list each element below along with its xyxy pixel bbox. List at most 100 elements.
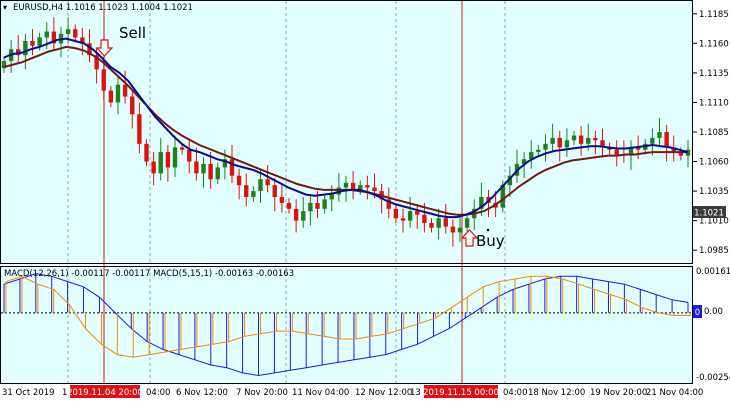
price-pane[interactable] [0,0,693,264]
candle-body [286,202,292,209]
candle-body [678,152,684,156]
candlestick-series [1,17,691,247]
candle-body [23,41,28,56]
candle-body [229,159,235,176]
time-label: 18 Nov 12:00 [528,388,585,398]
candle-body [208,163,213,180]
candle-body [130,96,135,115]
price-tick-label: 1.1035 [699,187,729,197]
candle-body [450,226,456,233]
price-tick-label: 1.0985 [699,246,729,256]
time-label: 04:00 [503,388,528,398]
candle-body [372,187,377,192]
candle-body [507,175,513,186]
macd-pane[interactable] [0,266,693,384]
candle-body [87,43,92,56]
macd-outline [5,275,690,358]
time-label: 12 Nov 12:00 [355,388,412,398]
time-label: 1 [62,388,67,398]
candle-body [529,152,534,160]
buy-marker-dot [486,228,490,232]
macd-axis-bottom-tick: -0.00254 [696,373,730,383]
candle-body [137,114,142,144]
sell-time-label: 2019.11.04 20:00 [67,388,143,398]
candle-body [80,37,85,44]
candle-body [429,223,434,228]
candle-body [464,218,470,228]
sell-label: Sell [119,24,146,42]
candle-body [265,179,270,186]
candle-body [37,37,42,46]
candle-body [443,218,448,227]
time-label: 21 Nov 04:00 [646,388,703,398]
collapse-triangle-icon[interactable]: ▾ [3,3,7,12]
candle-body [272,185,277,197]
candle-body [600,140,605,148]
candle-body [122,84,128,97]
price-tick-label: 1.1060 [699,158,729,168]
candle-body [536,149,541,153]
buy-arrow-icon [460,229,479,247]
candle-body [457,227,463,233]
candle-body [65,29,71,34]
candle-body [386,199,391,209]
candle-body [564,140,570,148]
candle-body [179,147,185,150]
candle-body [358,185,363,190]
candle-body [94,55,99,70]
time-axis: 31 Oct 2019 1 04:00 6 Nov 12:00 7 Nov 20:00 1… [2,388,703,398]
buy-time-highlight [424,385,498,398]
candle-body [151,161,156,174]
candle-body [407,211,413,221]
candle-body [201,163,206,174]
candle-body [571,135,577,141]
current-price-badge [693,206,726,218]
time-label: 13 N [410,388,430,398]
time-label: 31 Oct 2019 [2,388,55,398]
buy-label: Buy [476,232,505,250]
candle-body [194,161,199,174]
macd-axis-top-tick: 0.00161 [696,267,730,277]
candle-body [664,132,669,148]
candle-body [308,202,313,212]
time-label: 11 Nov 04:00 [292,388,349,398]
candle-body [115,84,121,103]
candle-body [293,208,299,221]
candle-body [393,208,399,219]
price-axis-ticks: 1.1185 1.1160 1.1135 1.1110 1.1085 1.1060 1.10… [693,10,729,256]
price-pane-border [0,0,693,264]
macd-pane-border [0,266,693,384]
candle-body [650,137,655,144]
candle-body [329,194,334,200]
price-scale[interactable] [693,0,730,384]
candle-body [657,132,662,138]
candle-body [628,147,634,156]
candle-body [236,175,242,186]
macd-value-badge [693,305,702,318]
candle-body [315,202,320,209]
candle-body [301,211,306,221]
macd-badge-label: 0 [695,308,700,318]
candle-body [635,147,641,150]
candle-body [586,137,591,144]
candle-body [350,182,356,190]
candle-body [557,137,562,148]
sell-arrow-icon [95,39,114,57]
candle-body [258,179,263,192]
candle-body [543,143,548,150]
symbol-info: EURUSD,H4 1.1016 1.1023 1.1004 1.1021 [13,3,193,13]
macd-slow-histogram [3,273,689,377]
candle-body [158,152,163,174]
macd-fast-histogram [5,275,691,358]
candle-body [415,211,420,215]
price-tick-label: 1.1110 [699,98,729,108]
candle-body [222,159,228,168]
time-label: 04:00 [146,388,171,398]
price-tick-label: 1.1085 [699,128,729,138]
candle-body [16,49,21,56]
candle-body [400,218,406,221]
candle-body [165,152,171,168]
candle-body [671,147,676,153]
candle-body [279,197,285,203]
